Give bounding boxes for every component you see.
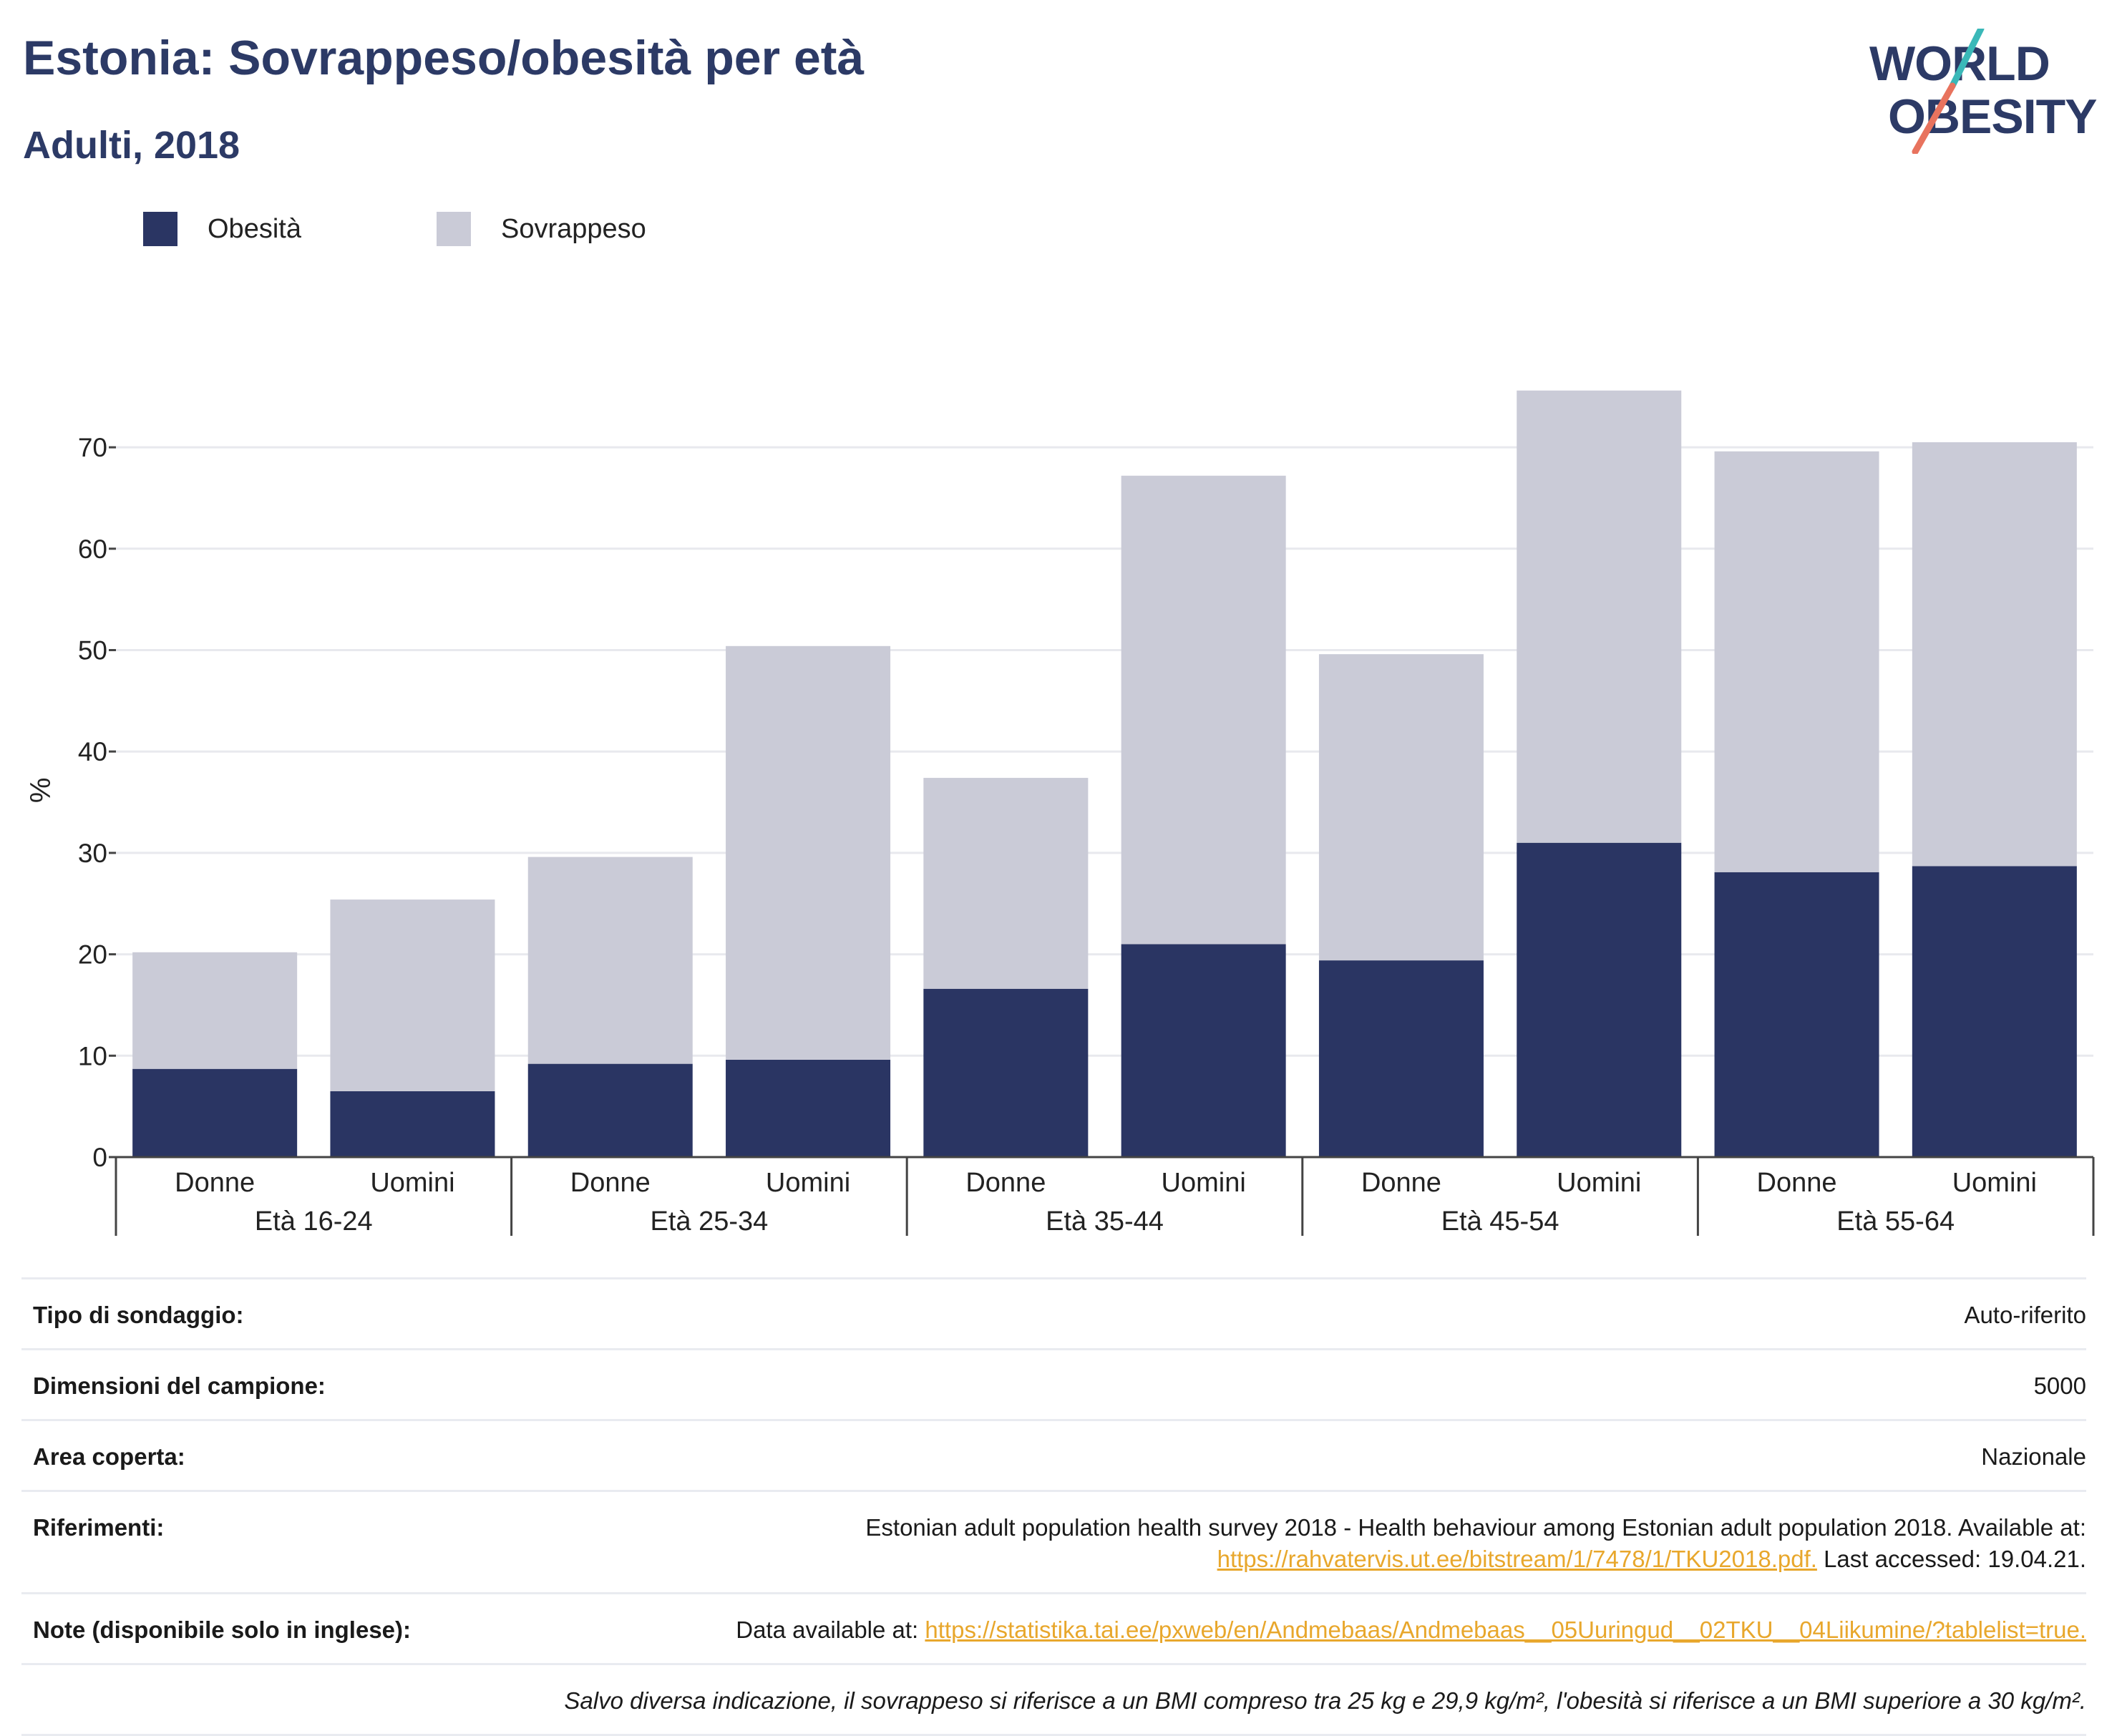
bar-obesity bbox=[330, 1091, 495, 1157]
x-group-label: Età 16-24 bbox=[255, 1206, 373, 1237]
x-subcategory-label: Donne bbox=[175, 1168, 255, 1198]
y-tick-label: 60 bbox=[78, 535, 107, 564]
bar-obesity bbox=[923, 988, 1089, 1157]
stacked-bar-chart: 0 10 20 30 40 50 60 70% Donne Uomini Donne Uomini Do… bbox=[25, 390, 2095, 1237]
x-subcategory-label: Donne bbox=[1361, 1168, 1441, 1198]
y-tick-label: 20 bbox=[78, 940, 107, 970]
x-group-label: Età 45-54 bbox=[1441, 1206, 1559, 1237]
info-row-footnote: Salvo diversa indicazione, il sovrappeso… bbox=[21, 1663, 2086, 1736]
info-row-area: Area coperta: Nazionale bbox=[21, 1419, 2086, 1490]
page-subtitle: Adulti, 2018 bbox=[23, 124, 240, 167]
legend-swatch-obesity bbox=[143, 212, 177, 246]
footnote-text: Salvo diversa indicazione, il sovrappeso… bbox=[564, 1687, 2086, 1714]
y-tick-label: 40 bbox=[78, 737, 107, 766]
info-row-references: Riferimenti: Estonian adult population h… bbox=[21, 1490, 2086, 1592]
logo-slash-teal bbox=[1949, 29, 1985, 89]
x-subcategory-label: Donne bbox=[1757, 1168, 1837, 1198]
logo-line1: WORLD bbox=[1869, 36, 2050, 91]
bar-obesity bbox=[1517, 842, 1682, 1157]
bar-overweight bbox=[726, 645, 891, 1060]
legend-item-overweight[interactable]: Sovrappeso bbox=[437, 212, 646, 246]
y-tick-label: 70 bbox=[78, 433, 107, 462]
bar-overweight bbox=[527, 857, 693, 1064]
logo-slash-coral bbox=[1912, 82, 1956, 154]
info-value: Data available at: https://statistika.ta… bbox=[736, 1614, 2086, 1646]
bar-obesity bbox=[726, 1059, 891, 1157]
info-row-sample-size: Dimensioni del campione: 5000 bbox=[21, 1348, 2086, 1419]
x-subcategory-label: Donne bbox=[570, 1168, 651, 1198]
logo-line2: OBESITY bbox=[1888, 89, 2097, 144]
info-key: Dimensioni del campione: bbox=[33, 1372, 326, 1399]
x-subcategory-label: Uomini bbox=[1162, 1168, 1246, 1198]
bar-overweight bbox=[923, 778, 1089, 989]
bar-overweight bbox=[1517, 390, 1682, 843]
info-row-survey-type: Tipo di sondaggio: Auto-riferito bbox=[21, 1277, 2086, 1348]
x-group-label: Età 25-34 bbox=[651, 1206, 769, 1237]
bar-overweight bbox=[132, 952, 298, 1069]
info-key: Note (disponibile solo in inglese): bbox=[33, 1616, 412, 1643]
info-value: Nazionale bbox=[1981, 1443, 2086, 1470]
info-table: Tipo di sondaggio: Auto-riferito Dimensi… bbox=[21, 1277, 2086, 1736]
info-key: Tipo di sondaggio: bbox=[33, 1302, 244, 1328]
bar-obesity bbox=[1714, 872, 1879, 1157]
bar-overweight bbox=[1318, 654, 1484, 961]
x-subcategory-label: Donne bbox=[965, 1168, 1046, 1198]
legend-label-overweight: Sovrappeso bbox=[501, 213, 646, 244]
legend-swatch-overweight bbox=[437, 212, 471, 246]
bar-obesity bbox=[1912, 866, 2077, 1157]
x-subcategory-label: Uomini bbox=[766, 1168, 850, 1198]
y-tick-label: 50 bbox=[78, 636, 107, 665]
info-key: Area coperta: bbox=[33, 1443, 185, 1470]
info-value: 5000 bbox=[2033, 1372, 2086, 1399]
info-row-notes: Note (disponibile solo in inglese): Data… bbox=[21, 1592, 2086, 1663]
y-tick-label: 0 bbox=[92, 1143, 107, 1172]
x-subcategory-label: Uomini bbox=[1952, 1168, 2037, 1198]
bar-overweight bbox=[1121, 475, 1286, 945]
reference-link[interactable]: https://rahvatervis.ut.ee/bitstream/1/74… bbox=[1217, 1546, 1817, 1572]
x-group-label: Età 35-44 bbox=[1046, 1206, 1164, 1237]
legend-item-obesity[interactable]: Obesità bbox=[143, 212, 301, 246]
bar-overweight bbox=[1714, 451, 1879, 872]
bar-obesity bbox=[1318, 960, 1484, 1157]
bar-obesity bbox=[527, 1063, 693, 1157]
reference-text: Estonian adult population health survey … bbox=[865, 1514, 2086, 1541]
y-tick-label: 30 bbox=[78, 839, 107, 868]
y-tick-label: 10 bbox=[78, 1041, 107, 1071]
x-subcategory-label: Uomini bbox=[370, 1168, 454, 1198]
bar-overweight bbox=[330, 899, 495, 1091]
notes-link[interactable]: https://statistika.tai.ee/pxweb/en/Andme… bbox=[925, 1616, 2086, 1643]
notes-text: Data available at: bbox=[736, 1616, 925, 1643]
y-axis-label: % bbox=[25, 778, 57, 804]
bar-obesity bbox=[1121, 944, 1286, 1157]
bar-overweight bbox=[1912, 442, 2077, 867]
x-group-label: Età 55-64 bbox=[1836, 1206, 1955, 1237]
legend-label-obesity: Obesità bbox=[208, 213, 301, 244]
bar-obesity bbox=[132, 1068, 298, 1157]
info-key: Riferimenti: bbox=[33, 1514, 165, 1541]
info-value: Estonian adult population health survey … bbox=[865, 1512, 2086, 1575]
page-title: Estonia: Sovrappeso/obesità per età bbox=[23, 31, 865, 85]
info-value: Auto-riferito bbox=[1964, 1302, 2086, 1328]
x-subcategory-label: Uomini bbox=[1557, 1168, 1641, 1198]
world-obesity-logo: WORLD OBESITY bbox=[1869, 29, 2098, 154]
reference-accessed: Last accessed: 19.04.21. bbox=[1816, 1546, 2086, 1572]
